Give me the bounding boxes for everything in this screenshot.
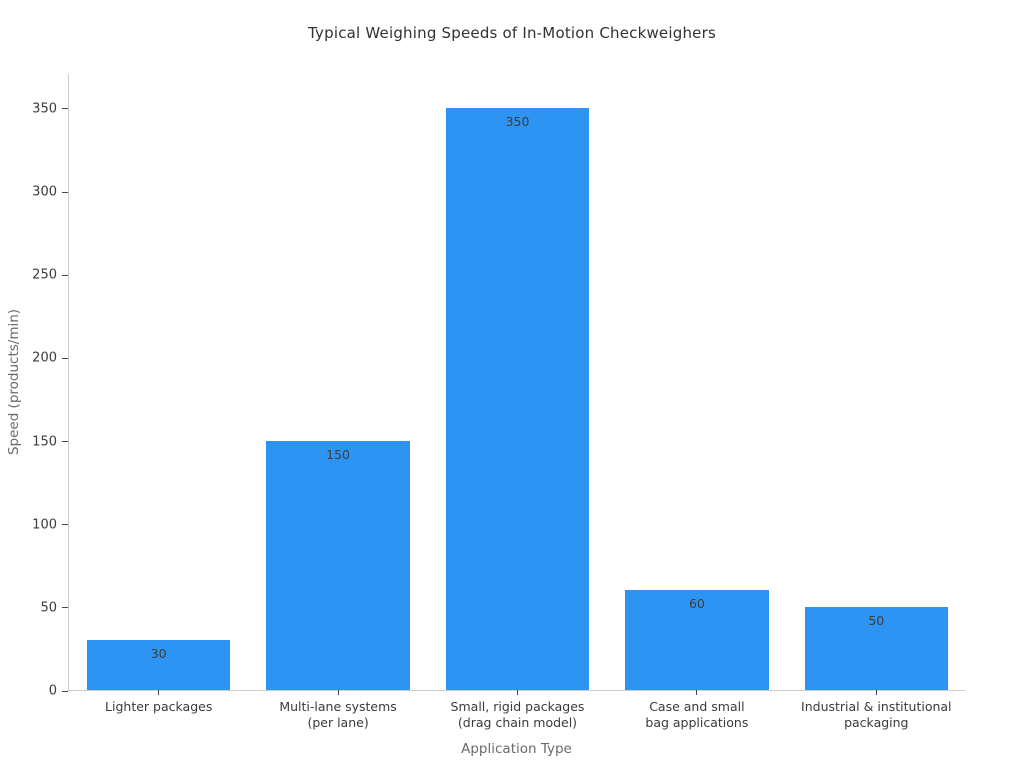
y-axis-label: Speed (products/min) [6, 308, 22, 456]
y-tick-mark [62, 524, 68, 526]
bar-value-label: 350 [505, 113, 530, 129]
x-category-label-line: Small, rigid packages [450, 699, 585, 714]
x-category-label: Multi-lane systems (per lane) [248, 699, 427, 731]
y-tick-label: 350 [32, 101, 57, 117]
x-tick-mark [337, 690, 339, 695]
y-tick-mark [62, 441, 68, 443]
x-tick-mark [517, 690, 518, 695]
bar [86, 640, 231, 690]
y-tick-mark [62, 607, 68, 609]
y-tick-mark [62, 191, 68, 193]
y-tick-label: 100 [32, 517, 57, 533]
x-category-label-line: bag applications [645, 715, 749, 730]
x-axis-label: Application Type [461, 741, 572, 757]
chart-title: Typical Weighing Speeds of In-Motion Che… [308, 24, 716, 42]
x-category-label-line: Industrial & institutional [801, 699, 952, 714]
x-category-label-line: packaging [844, 715, 909, 730]
y-tick-mark [62, 690, 68, 692]
x-category-label-line: Multi-lane systems [279, 699, 397, 714]
bar-value-label: 150 [326, 446, 351, 462]
bar [445, 107, 590, 690]
y-tick-label: 250 [32, 267, 57, 283]
bar [266, 440, 410, 690]
x-tick-mark [875, 690, 877, 695]
x-category-label: Industrial & institutional packaging [787, 699, 966, 731]
x-category-label: Case and small bag applications [607, 699, 786, 731]
y-tick-label: 150 [32, 434, 57, 450]
x-category-label-line: (per lane) [307, 715, 369, 730]
y-tick-mark [62, 274, 68, 276]
bar-value-label: 60 [688, 596, 705, 612]
x-category-label-line: (drag chain model) [457, 715, 578, 730]
y-tick-label: 50 [40, 600, 57, 616]
y-tick-label: 0 [48, 683, 57, 699]
x-tick-mark [696, 690, 698, 695]
bar-value-label: 50 [868, 612, 885, 628]
bar [804, 606, 949, 690]
x-tick-mark [158, 690, 160, 695]
plot-area: 0 50 100 150 200 250 300 350 30 Lighter packages 1… [32, 74, 965, 730]
y-tick-label: 200 [32, 350, 57, 366]
x-category-label: Small, rigid packages (drag chain model) [428, 699, 607, 731]
y-tick-label: 300 [32, 184, 57, 200]
y-tick-mark [62, 108, 68, 110]
x-category-label-line: Lighter packages [105, 699, 213, 714]
x-category-label: Lighter packages [69, 699, 248, 715]
bar [625, 590, 769, 690]
y-tick-mark [62, 357, 68, 359]
x-category-label-line: Case and small [649, 699, 745, 714]
bar-value-label: 30 [150, 646, 167, 662]
